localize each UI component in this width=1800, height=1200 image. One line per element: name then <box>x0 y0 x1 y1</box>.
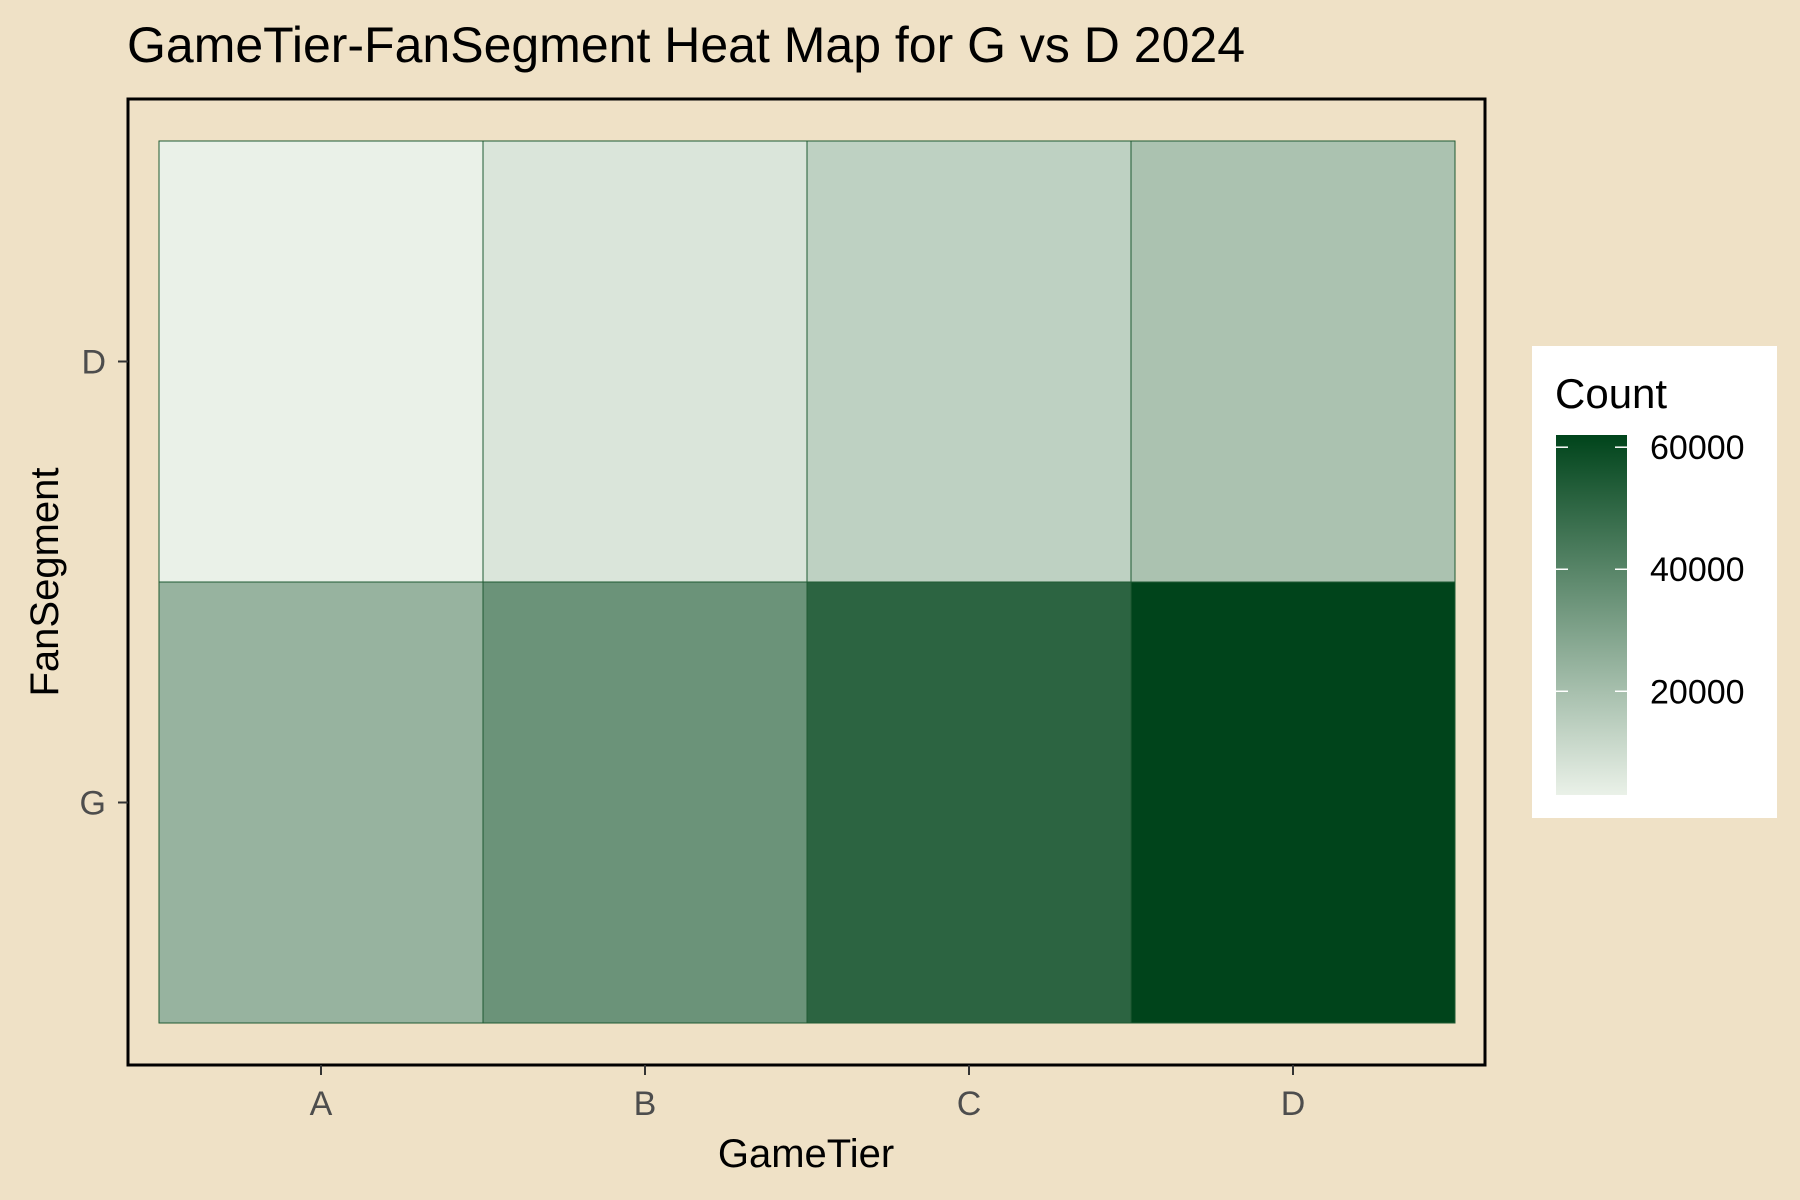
y-axis-title: FanSegment <box>23 467 67 696</box>
y-axis: DG <box>80 344 128 823</box>
legend-ticks: 20000 40000 60000 <box>1556 429 1745 711</box>
plot-panel <box>126 97 1487 1067</box>
legend-tick-label: 40000 <box>1650 551 1745 589</box>
x-axis-title: GameTier <box>718 1132 894 1176</box>
heatmap-tiles <box>158 140 1456 1024</box>
heatmap-tile <box>806 581 1132 1024</box>
chart-title: GameTier-FanSegment Heat Map for G vs D … <box>127 17 1245 73</box>
y-tick-label: D <box>81 344 106 382</box>
legend-title: Count <box>1555 370 1667 417</box>
heatmap-tile <box>806 140 1132 583</box>
legend-tick-label: 20000 <box>1650 673 1745 711</box>
x-tick-label: D <box>1281 1085 1306 1123</box>
legend: Count 20000 40000 60000 <box>1532 346 1777 818</box>
heatmap-tile <box>482 140 808 583</box>
x-tick-label: B <box>634 1085 657 1123</box>
heatmap-tile <box>1130 140 1456 583</box>
heatmap-tile <box>158 140 484 583</box>
heatmap-tile <box>1130 581 1456 1024</box>
x-tick-label: C <box>957 1085 982 1123</box>
heatmap-tile <box>482 581 808 1024</box>
x-axis: A B C D <box>310 1065 1306 1123</box>
heatmap-tile <box>158 581 484 1024</box>
legend-tick-label: 60000 <box>1650 429 1745 467</box>
y-tick-label: G <box>80 785 106 823</box>
legend-colorbar <box>1556 435 1627 795</box>
x-tick-label: A <box>310 1085 333 1123</box>
